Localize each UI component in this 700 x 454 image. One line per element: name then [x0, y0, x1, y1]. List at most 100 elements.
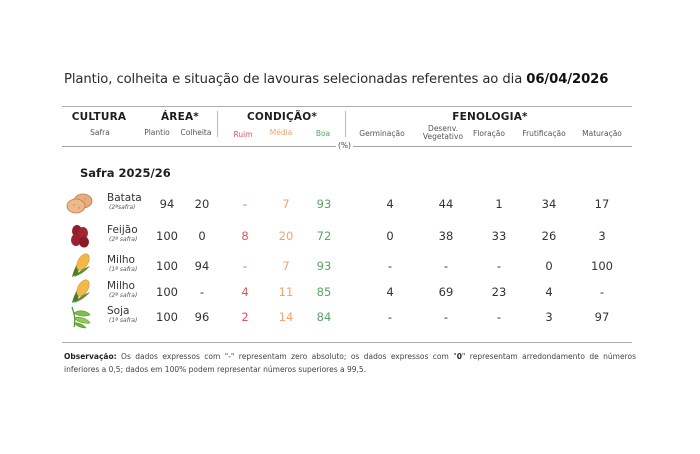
cell-frutificacao: 34 [541, 197, 557, 211]
cell-ruim: 2 [241, 310, 249, 324]
header-maturacao: Maturação [582, 129, 622, 138]
cell-plantio: 100 [156, 259, 178, 273]
cell-floracao: 1 [495, 197, 503, 211]
table-row: Soja (1ª safra) 100 96 2 14 84 - - - 3 9… [0, 306, 700, 336]
cell-colheita: 96 [194, 310, 210, 324]
header-frutificacao: Frutificação [522, 129, 566, 138]
observation-note: Observação: Os dados expressos com "-" r… [64, 350, 636, 376]
cell-media: 7 [282, 259, 290, 273]
cell-plantio: 100 [156, 229, 178, 243]
soybean-icon [71, 306, 91, 329]
crop-name: Milho [107, 280, 135, 292]
header-plantio: Plantio [144, 128, 170, 137]
cell-media: 7 [282, 197, 290, 211]
header-fenologia: FENOLOGIA* [452, 111, 528, 123]
cell-frutificacao: 26 [541, 229, 557, 243]
header-safra: Safra [90, 128, 110, 137]
potato-icon [66, 193, 93, 214]
cell-frutificacao: 0 [545, 259, 553, 273]
bottom-rule [62, 342, 632, 343]
crop-name: Batata [107, 192, 142, 204]
crop-safra: (2ª safra) [109, 236, 138, 243]
crop-safra: (2ªsafra) [109, 204, 136, 211]
separator-area-condicao [217, 111, 218, 137]
cell-boa: 85 [316, 285, 332, 299]
cell-germinacao: - [387, 310, 393, 324]
title-date: 06/04/2026 [526, 72, 609, 87]
cell-frutificacao: 3 [545, 310, 553, 324]
cell-plantio: 94 [159, 197, 175, 211]
cell-germinacao: 4 [386, 285, 394, 299]
header-desenv: Desenv. [428, 124, 458, 133]
table-row: Milho (1ª safra) 100 94 - 7 93 - - - 0 1… [0, 253, 700, 285]
cell-germinacao: 0 [386, 229, 394, 243]
crop-safra: (1ª safra) [109, 317, 138, 324]
cell-ruim: 4 [241, 285, 249, 299]
cell-media: 14 [278, 310, 294, 324]
cell-maturacao: 100 [591, 259, 613, 273]
table-row: Milho (2ª safra) 100 - 4 11 85 4 69 23 4… [0, 279, 700, 311]
title-text: Plantio, colheita e situação de lavouras… [64, 72, 527, 87]
cell-plantio: 100 [156, 285, 178, 299]
cell-desenv-vegetativo: 44 [438, 197, 454, 211]
header-germinacao: Germinação [359, 129, 405, 138]
cell-colheita: 94 [194, 259, 210, 273]
cell-germinacao: - [387, 259, 393, 273]
cell-desenv-vegetativo: - [443, 259, 449, 273]
header-area: ÁREA* [160, 111, 199, 123]
cell-media: 20 [278, 229, 294, 243]
header-desenv-vegetativo: Desenv. Vegetativo [418, 125, 468, 141]
crop-name: Soja [107, 305, 130, 317]
cell-desenv-vegetativo: 69 [438, 285, 454, 299]
cell-media: 11 [278, 285, 294, 299]
bean-icon [71, 225, 89, 248]
cell-boa: 93 [316, 259, 332, 273]
table-row: Batata (2ªsafra) 94 20 - 7 93 4 44 1 34 … [0, 193, 700, 223]
corn-icon [72, 279, 90, 303]
crop-name: Milho [107, 254, 135, 266]
header-vegetativo: Vegetativo [422, 132, 464, 141]
cell-colheita: - [199, 285, 205, 299]
table-row: Feijão (2ª safra) 100 0 8 20 72 0 38 33 … [0, 225, 700, 255]
cell-boa: 84 [316, 310, 332, 324]
safra-label: Safra 2025/26 [80, 166, 171, 180]
cell-boa: 72 [316, 229, 332, 243]
cell-floracao: - [496, 310, 502, 324]
cell-maturacao: 3 [598, 229, 606, 243]
cell-maturacao: - [599, 285, 605, 299]
cell-ruim: - [242, 197, 248, 211]
header-media: Média [269, 128, 293, 137]
cell-boa: 93 [316, 197, 332, 211]
cell-maturacao: 17 [594, 197, 610, 211]
cell-desenv-vegetativo: 38 [438, 229, 454, 243]
cell-frutificacao: 4 [545, 285, 553, 299]
header-ruim: Ruim [233, 130, 253, 139]
header-cultura: CULTURA [71, 111, 127, 123]
crop-name: Feijão [107, 224, 138, 236]
note-zero: 0 [456, 352, 462, 361]
cell-colheita: 0 [198, 229, 206, 243]
unit-label: (%) [336, 141, 353, 150]
cell-colheita: 20 [194, 197, 210, 211]
page-title: Plantio, colheita e situação de lavouras… [64, 72, 608, 87]
note-text-2: " representam arredondamento de números … [64, 352, 636, 374]
header-floracao: Floração [473, 129, 505, 138]
note-text-1: Os dados expressos com "-" representam z… [116, 352, 457, 361]
crop-safra: (2ª safra) [109, 292, 138, 299]
header-boa: Boa [315, 129, 331, 138]
header-colheita: Colheita [180, 128, 212, 137]
crop-safra: (1ª safra) [109, 266, 138, 273]
header-condicao: CONDIÇÃO* [246, 111, 318, 123]
separator-condicao-fenologia [345, 111, 346, 137]
cell-plantio: 100 [156, 310, 178, 324]
note-label: Observação: [64, 352, 117, 361]
cell-desenv-vegetativo: - [443, 310, 449, 324]
corn-icon [72, 253, 90, 277]
cell-floracao: 23 [491, 285, 507, 299]
top-rule [62, 106, 632, 107]
cell-ruim: - [242, 259, 248, 273]
cell-floracao: 33 [491, 229, 507, 243]
cell-maturacao: 97 [594, 310, 610, 324]
cell-floracao: - [496, 259, 502, 273]
cell-germinacao: 4 [386, 197, 394, 211]
